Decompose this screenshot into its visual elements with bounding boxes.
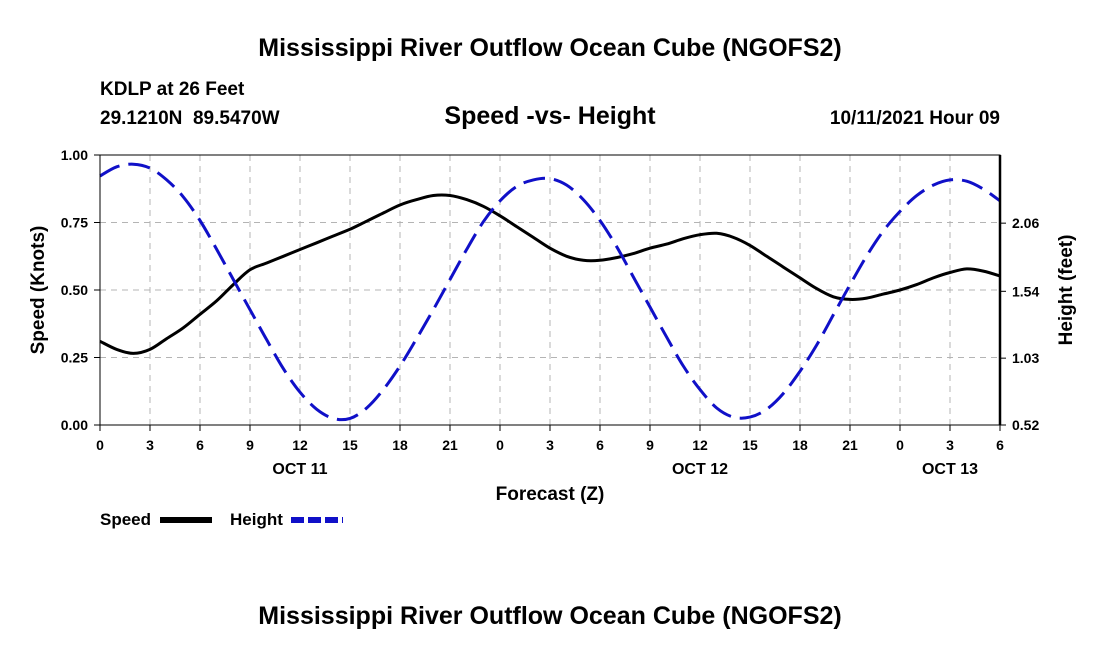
x-tick-label: 21 bbox=[842, 437, 858, 453]
date-labels: OCT 11 OCT 12 OCT 13 bbox=[272, 461, 978, 478]
x-tick-label: 0 bbox=[896, 437, 904, 453]
right-tick-label: 1.03 bbox=[1012, 350, 1039, 366]
date-label: OCT 11 bbox=[272, 461, 327, 478]
x-tick-label: 3 bbox=[946, 437, 954, 453]
right-tick-label: 1.54 bbox=[1012, 283, 1039, 299]
left-axis-ticks: 0.00 0.25 0.50 0.75 1.00 bbox=[61, 147, 100, 433]
legend-speed-label: Speed bbox=[100, 510, 151, 529]
run-time-label: 10/11/2021 Hour 09 bbox=[830, 108, 1000, 129]
x-axis-label: Forecast (Z) bbox=[496, 484, 605, 505]
series-group bbox=[99, 162, 1001, 422]
right-tick-label: 2.06 bbox=[1012, 215, 1039, 231]
x-tick-label: 12 bbox=[692, 437, 708, 453]
coordinates-label: 29.1210N 89.5470W bbox=[100, 108, 280, 129]
x-tick-label: 12 bbox=[292, 437, 308, 453]
height-line bbox=[99, 162, 1001, 422]
x-tick-label: 9 bbox=[646, 437, 654, 453]
x-tick-label: 18 bbox=[792, 437, 808, 453]
left-tick-label: 1.00 bbox=[61, 147, 88, 163]
chart-subtitle: Speed -vs- Height bbox=[444, 102, 656, 130]
x-tick-label: 6 bbox=[996, 437, 1004, 453]
left-tick-label: 0.50 bbox=[61, 282, 88, 298]
station-label: KDLP at 26 Feet bbox=[100, 79, 245, 100]
left-axis-label: Speed (Knots) bbox=[28, 226, 49, 355]
x-tick-label: 15 bbox=[342, 437, 358, 453]
speed-line bbox=[99, 193, 1001, 355]
right-axis-label: Height (feet) bbox=[1056, 235, 1077, 346]
x-tick-label: 0 bbox=[96, 437, 104, 453]
left-tick-label: 0.25 bbox=[61, 350, 88, 366]
right-axis-ticks: 0.52 1.03 1.54 2.06 bbox=[1000, 215, 1039, 433]
x-tick-label: 6 bbox=[196, 437, 204, 453]
x-tick-label: 3 bbox=[546, 437, 554, 453]
x-tick-label: 9 bbox=[246, 437, 254, 453]
x-tick-label: 3 bbox=[146, 437, 154, 453]
x-tick-label: 18 bbox=[392, 437, 408, 453]
x-tick-label: 15 bbox=[742, 437, 758, 453]
legend-height-label: Height bbox=[230, 510, 283, 529]
left-tick-label: 0.00 bbox=[61, 417, 88, 433]
x-axis-ticks: 0 3 6 9 12 15 18 21 0 3 6 9 12 15 18 21 0 3 6 bbox=[96, 425, 1004, 453]
grid-lines bbox=[100, 155, 1000, 425]
right-tick-label: 0.52 bbox=[1012, 417, 1039, 433]
footer-title: Mississippi River Outflow Ocean Cube (NG… bbox=[258, 602, 841, 630]
date-label: OCT 13 bbox=[922, 461, 978, 478]
x-tick-label: 6 bbox=[596, 437, 604, 453]
left-tick-label: 0.75 bbox=[61, 215, 88, 231]
date-label: OCT 12 bbox=[672, 461, 728, 478]
legend: Speed Height bbox=[100, 510, 343, 529]
x-tick-label: 21 bbox=[442, 437, 458, 453]
chart-title: Mississippi River Outflow Ocean Cube (NG… bbox=[258, 34, 841, 62]
x-tick-label: 0 bbox=[496, 437, 504, 453]
